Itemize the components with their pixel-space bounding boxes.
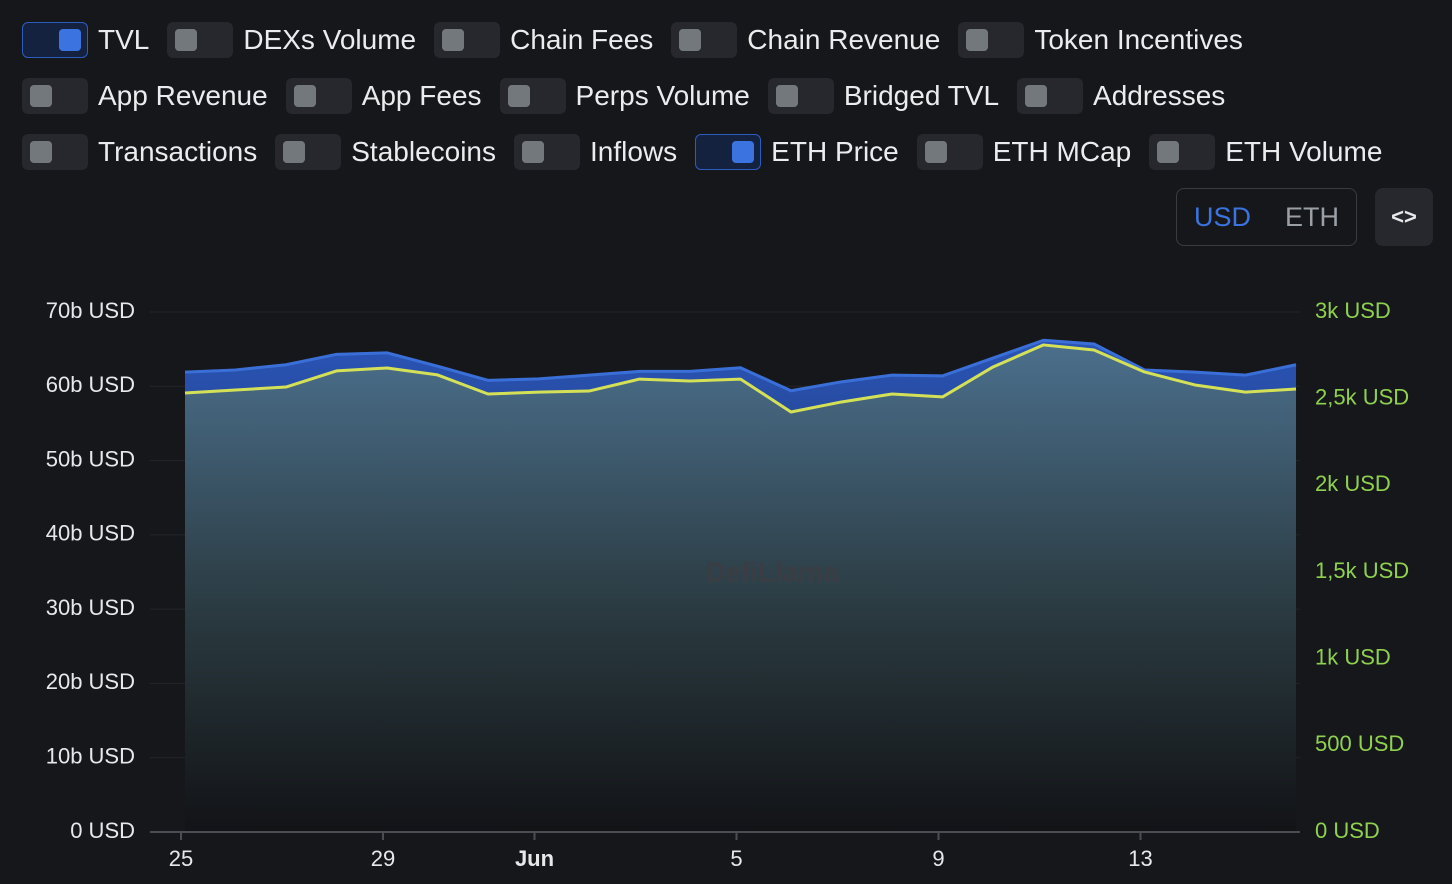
y2-tick-label: 0 USD — [1315, 818, 1380, 843]
toggle-knob — [1025, 85, 1048, 107]
toggle-label: TVL — [98, 24, 150, 55]
line — [184, 343, 1297, 414]
toggle-switch[interactable] — [916, 134, 983, 170]
toggle-switch[interactable] — [1149, 134, 1216, 170]
x-tick-label: 25 — [169, 846, 193, 871]
toggle-row: App Revenue App Fees Perps Volume Bridged T… — [22, 78, 1400, 114]
x-tick-label: 13 — [1128, 846, 1152, 871]
toggle-switch[interactable] — [167, 22, 234, 58]
toggle-knob — [732, 141, 755, 163]
toggle-item[interactable]: Token Incentives — [958, 22, 1243, 58]
y2-tick-label: 1k USD — [1315, 644, 1391, 669]
x-tick-label: 9 — [932, 846, 944, 871]
toggle-knob — [966, 29, 989, 51]
toggle-switch[interactable] — [285, 78, 352, 114]
y-tick-label: 20b USD — [46, 669, 135, 694]
x-tick-label: 5 — [730, 846, 742, 871]
y2-tick-label: 2,5k USD — [1315, 384, 1409, 409]
line — [184, 338, 1297, 393]
toggle-switch[interactable] — [22, 134, 88, 170]
toggle-label: Transactions — [98, 136, 258, 167]
toggle-label: Perps Volume — [575, 80, 750, 111]
toggle-switch[interactable] — [22, 22, 88, 58]
toggle-item[interactable]: Stablecoins — [275, 134, 496, 170]
toggle-knob — [175, 29, 198, 51]
toggle-label: Inflows — [590, 136, 678, 167]
embed-button[interactable]: <> — [1375, 188, 1433, 246]
toggle-switch[interactable] — [275, 134, 342, 170]
toggle-list: TVL DEXs Volume Chain Fees Chain Revenue Tok… — [22, 22, 1400, 190]
toggle-knob — [507, 85, 530, 107]
toggle-item[interactable]: Addresses — [1017, 78, 1225, 114]
toggle-label: App Revenue — [98, 80, 268, 111]
toggle-label: Bridged TVL — [843, 80, 1000, 111]
toggle-switch[interactable] — [434, 22, 501, 58]
toggle-item[interactable]: Bridged TVL — [767, 78, 1000, 114]
watermark: DefiLlama — [705, 556, 839, 587]
toggle-knob — [1157, 141, 1180, 163]
toggle-label: App Fees — [361, 80, 482, 111]
y-tick-label: 70b USD — [46, 298, 135, 323]
toggle-switch[interactable] — [1017, 78, 1084, 114]
toggle-label: Token Incentives — [1034, 24, 1243, 55]
toggle-item[interactable]: TVL — [22, 22, 149, 58]
toggle-label: Chain Revenue — [747, 24, 941, 55]
toggle-label: ETH Price — [771, 136, 899, 167]
toggle-item[interactable]: App Revenue — [22, 78, 268, 114]
y2-tick-label: 2k USD — [1315, 471, 1391, 496]
y2-tick-label: 1,5k USD — [1315, 558, 1409, 583]
y-tick-label: 0 USD — [70, 818, 135, 843]
toggle-item[interactable]: Transactions — [22, 134, 257, 170]
toggle-knob — [283, 141, 306, 163]
toggle-item[interactable]: Chain Fees — [434, 22, 653, 58]
currency-switch: USD ETH — [1176, 188, 1357, 246]
x-tick-label: Jun — [515, 846, 554, 871]
toggle-item[interactable]: Inflows — [514, 134, 677, 170]
toggle-knob — [30, 85, 52, 107]
currency-option[interactable]: USD — [1193, 201, 1251, 232]
area — [185, 344, 1296, 832]
toggle-switch[interactable] — [22, 78, 88, 114]
y-tick-label: 50b USD — [46, 446, 135, 471]
toggle-knob — [679, 29, 702, 51]
toggle-knob — [775, 85, 798, 107]
toggle-item[interactable]: ETH Price — [695, 134, 899, 170]
toggle-knob — [522, 141, 545, 163]
toggle-knob — [924, 141, 947, 163]
y2-tick-label: 500 USD — [1315, 731, 1404, 756]
toggle-row: Transactions Stablecoins Inflows ETH Price E… — [22, 134, 1400, 170]
toggle-item[interactable]: Chain Revenue — [671, 22, 940, 58]
toggle-switch[interactable] — [671, 22, 738, 58]
toggle-knob — [30, 141, 52, 163]
toggle-switch[interactable] — [695, 134, 762, 170]
toggle-switch[interactable] — [767, 78, 834, 114]
y-tick-label: 60b USD — [46, 372, 135, 397]
y2-tick-label: 3k USD — [1315, 298, 1391, 323]
toggle-switch[interactable] — [514, 134, 581, 170]
toggle-item[interactable]: App Fees — [285, 78, 482, 114]
toggle-item[interactable]: Perps Volume — [499, 78, 750, 114]
toggle-label: DEXs Volume — [243, 24, 417, 55]
y-tick-label: 10b USD — [46, 744, 135, 769]
toggle-knob — [59, 29, 81, 51]
toggle-switch[interactable] — [499, 78, 566, 114]
x-tick-label: 29 — [371, 846, 395, 871]
toggle-switch[interactable] — [958, 22, 1025, 58]
y-tick-label: 30b USD — [46, 595, 135, 620]
toggle-label: Stablecoins — [351, 136, 497, 167]
toggle-label: Addresses — [1093, 80, 1226, 111]
currency-option[interactable]: ETH — [1284, 201, 1339, 232]
toggle-item[interactable]: ETH Volume — [1149, 134, 1382, 170]
toggle-item[interactable]: DEXs Volume — [167, 22, 416, 58]
toggle-label: Chain Fees — [510, 24, 654, 55]
toggle-label: ETH MCap — [992, 136, 1132, 167]
toggle-label: ETH Volume — [1225, 136, 1383, 167]
toggle-item[interactable]: ETH MCap — [916, 134, 1132, 170]
y-tick-label: 40b USD — [46, 521, 135, 546]
toggle-row: TVL DEXs Volume Chain Fees Chain Revenue Tok… — [22, 22, 1400, 58]
toggle-knob — [293, 85, 316, 107]
toggle-knob — [442, 29, 465, 51]
